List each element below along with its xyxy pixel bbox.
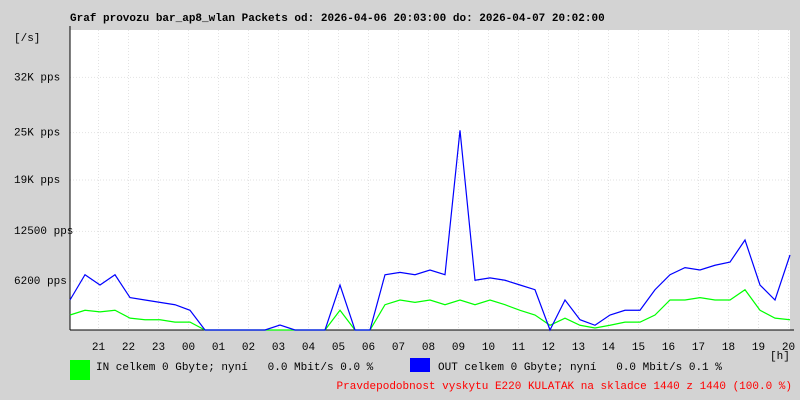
x-tick-label: 15 — [632, 342, 645, 354]
x-tick-label: 01 — [212, 342, 226, 354]
x-tick-label: 21 — [92, 342, 106, 354]
x-tick-label: 03 — [272, 342, 285, 354]
x-tick-label: 17 — [692, 342, 705, 354]
x-tick-label: 11 — [512, 342, 526, 354]
x-tick-label: 16 — [662, 342, 675, 354]
x-tick-label: 18 — [722, 342, 735, 354]
y-tick-label: 25K pps — [14, 128, 60, 140]
x-unit: [h] — [770, 351, 790, 363]
legend-swatch — [410, 358, 430, 372]
x-tick-label: 23 — [152, 342, 165, 354]
y-unit: [/s] — [14, 33, 40, 45]
y-tick-label: 32K pps — [14, 72, 60, 84]
legend-label: OUT celkem 0 Gbyte; nyní 0.0 Mbit/s 0.1 … — [438, 362, 722, 374]
y-tick-label: 19K pps — [14, 175, 60, 187]
x-tick-label: 05 — [332, 342, 345, 354]
x-tick-label: 20 — [782, 342, 795, 354]
x-tick-label: 09 — [452, 342, 465, 354]
x-tick-label: 14 — [602, 342, 616, 354]
x-tick-label: 13 — [572, 342, 585, 354]
series-line — [69, 288, 791, 331]
x-tick-label: 10 — [482, 342, 495, 354]
footer: Pravdepodobnost vyskytu E220 KULATAK na … — [337, 381, 792, 393]
x-tick-label: 07 — [392, 342, 405, 354]
y-tick-label: 12500 pps — [14, 226, 73, 238]
x-tick-label: 08 — [422, 342, 435, 354]
x-tick-label: 06 — [362, 342, 375, 354]
legend-swatch — [70, 360, 90, 380]
x-tick-label: 02 — [242, 342, 255, 354]
legend-label: IN celkem 0 Gbyte; nyní 0.0 Mbit/s 0.0 % — [96, 362, 374, 374]
y-tick-label: 6200 pps — [14, 276, 67, 288]
x-tick-label: 04 — [302, 342, 316, 354]
x-tick-label: 12 — [542, 342, 555, 354]
x-tick-label: 22 — [122, 342, 135, 354]
x-tick-label: 19 — [752, 342, 765, 354]
x-tick-label: 00 — [182, 342, 195, 354]
chart-title: Graf provozu bar_ap8_wlan Packets od: 20… — [70, 13, 605, 25]
series-line — [69, 130, 791, 332]
